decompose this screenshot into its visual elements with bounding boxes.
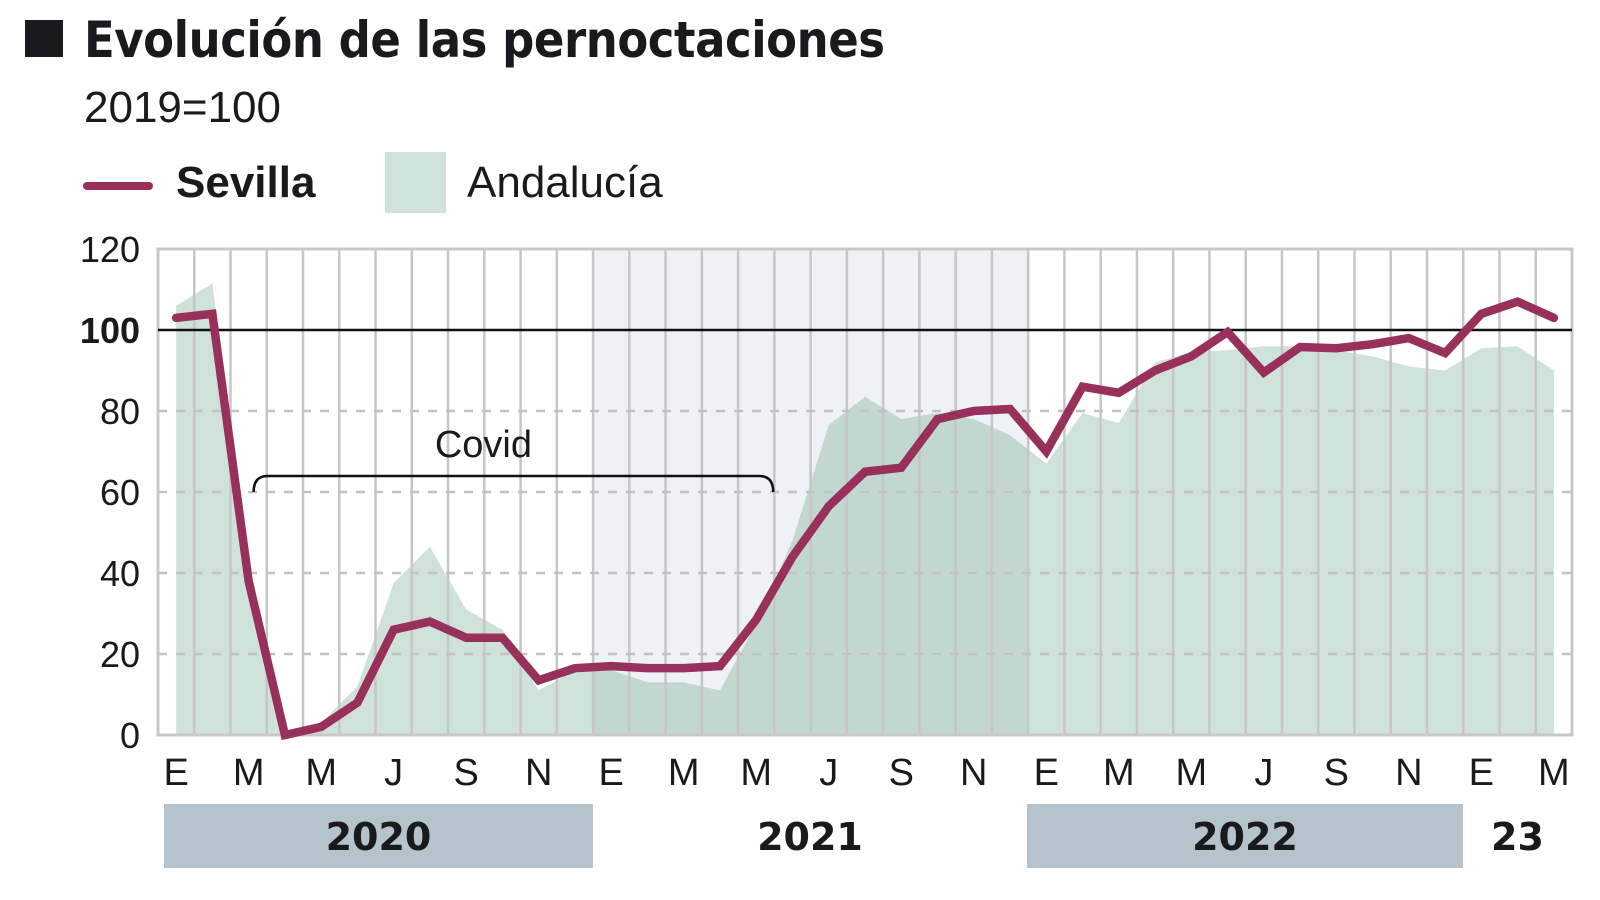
y-tick-label: 40 bbox=[100, 553, 140, 594]
x-tick-label: E bbox=[599, 752, 624, 794]
title-marker bbox=[25, 20, 63, 57]
chart-title: Evolución de las pernoctaciones bbox=[84, 11, 885, 69]
y-tick-label: 100 bbox=[80, 310, 140, 351]
x-tick-label: M bbox=[740, 752, 772, 794]
y-tick-label: 60 bbox=[100, 472, 140, 513]
x-tick-label: M bbox=[668, 752, 700, 794]
y-tick-label: 0 bbox=[120, 715, 140, 756]
x-tick-label: E bbox=[1034, 752, 1059, 794]
x-tick-label: M bbox=[1103, 752, 1135, 794]
year-band-2020 bbox=[164, 804, 593, 868]
x-tick-label: J bbox=[1254, 752, 1273, 794]
y-axis-ticks: 0 20 40 60 80 100 120 bbox=[80, 229, 140, 756]
x-tick-label: M bbox=[233, 752, 265, 794]
x-tick-label: S bbox=[1324, 752, 1349, 794]
covid-label: Covid bbox=[435, 424, 532, 466]
y-tick-label: 80 bbox=[100, 391, 140, 432]
y-tick-label: 20 bbox=[100, 634, 140, 675]
year-bands: 2020 2021 2022 23 bbox=[164, 804, 1544, 868]
x-tick-label: S bbox=[453, 752, 478, 794]
legend-sevilla-label: Sevilla bbox=[176, 158, 316, 207]
horizontal-gridlines bbox=[158, 409, 1572, 656]
year-label: 2022 bbox=[1192, 815, 1298, 859]
covid-bracket: Covid bbox=[252, 424, 775, 493]
sevilla-line bbox=[171, 297, 1559, 741]
legend-sevilla-line-icon bbox=[83, 182, 153, 190]
y-tick-label: 120 bbox=[80, 229, 140, 270]
year-label: 23 bbox=[1491, 815, 1544, 859]
x-tick-label: E bbox=[163, 752, 188, 794]
legend-andalucia-swatch-icon bbox=[385, 152, 446, 213]
x-tick-label: E bbox=[1469, 752, 1494, 794]
x-tick-label: N bbox=[960, 752, 987, 794]
plot-frame bbox=[156, 247, 1574, 737]
x-tick-label: M bbox=[1175, 752, 1207, 794]
x-tick-label: J bbox=[819, 752, 838, 794]
x-tick-label: M bbox=[305, 752, 337, 794]
x-tick-label: J bbox=[384, 752, 403, 794]
x-tick-label: N bbox=[1395, 752, 1422, 794]
x-tick-label: N bbox=[525, 752, 552, 794]
legend-andalucia-label: Andalucía bbox=[467, 158, 663, 207]
x-tick-label: M bbox=[1538, 752, 1570, 794]
year-label: 2021 bbox=[757, 815, 863, 859]
chart-subtitle: 2019=100 bbox=[84, 83, 281, 132]
x-tick-label: S bbox=[889, 752, 914, 794]
year-band-2022 bbox=[1027, 804, 1463, 868]
year-label: 2020 bbox=[326, 815, 432, 859]
